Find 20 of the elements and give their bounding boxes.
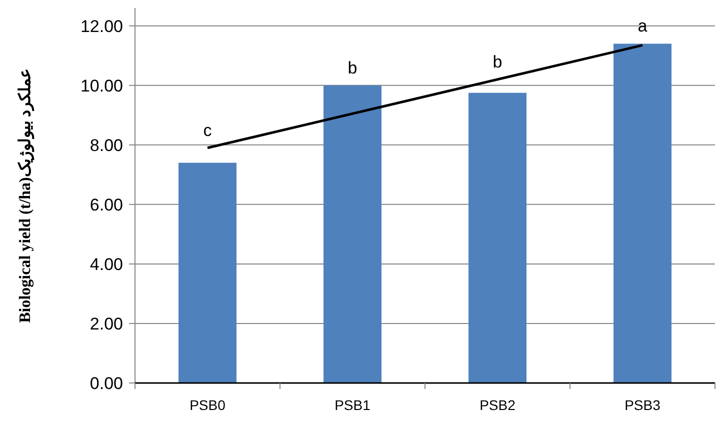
annotation: c (203, 120, 212, 140)
bar (468, 92, 526, 383)
annotation: b (348, 58, 358, 78)
y-tick-label: 0.00 (90, 374, 123, 393)
annotation: b (492, 52, 502, 72)
y-tick-label: 4.00 (90, 254, 123, 274)
y-axis-title: Biological yield (t/ha)عملکرد بیولوژیک (17, 68, 35, 323)
x-tick-label: PSB0 (190, 397, 226, 413)
bar (178, 162, 236, 383)
y-tick-label: 8.00 (90, 136, 123, 155)
y-tick-label: 2.00 (90, 314, 123, 334)
y-tick-label: 12.00 (80, 16, 123, 36)
x-tick-label: PSB1 (334, 397, 371, 413)
x-tick-label: PSB2 (480, 397, 516, 413)
x-tick-label: PSB3 (624, 397, 661, 413)
y-tick-label: 6.00 (90, 195, 123, 214)
bar (324, 85, 382, 383)
annotation: a (638, 16, 648, 36)
y-tick-label: 10.00 (80, 76, 123, 96)
bar (614, 44, 672, 383)
